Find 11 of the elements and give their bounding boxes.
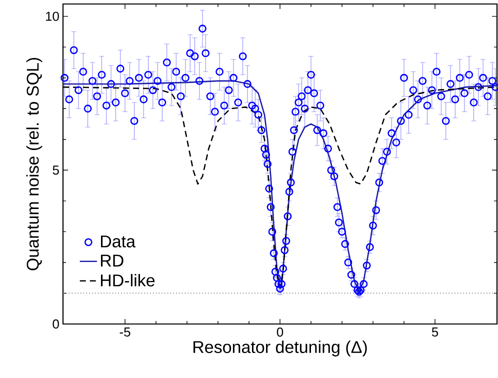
legend-label: HD-like [100, 274, 155, 286]
x-tick-label: 0 [276, 328, 284, 337]
x-tick-label: -5 [120, 328, 130, 337]
y-tick-label: 0 [52, 319, 59, 329]
legend-label: Data [100, 236, 136, 248]
x-tick-label: 5 [432, 328, 438, 337]
x-axis-title: Resonator detuning (Δ) [194, 340, 367, 356]
y-tick-label: 10 [46, 12, 59, 21]
y-tick-label: 5 [52, 166, 59, 175]
legend-label: RD [100, 254, 124, 266]
y-axis-title: Quantum noise (rel. to SQL) [26, 58, 42, 270]
